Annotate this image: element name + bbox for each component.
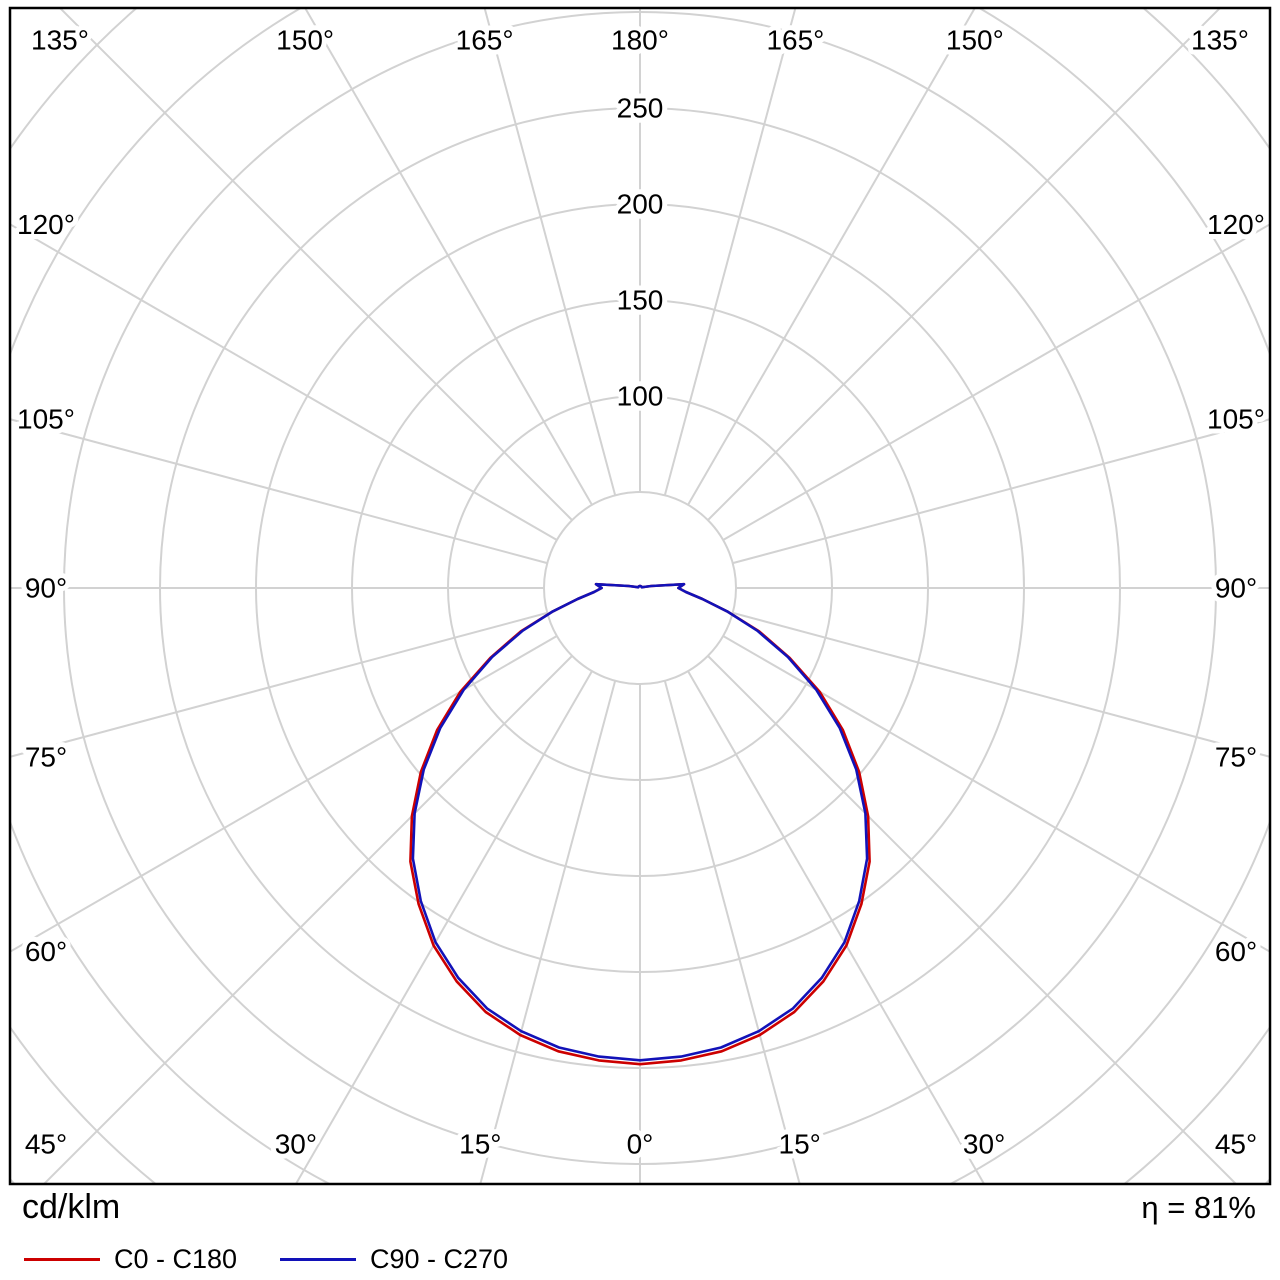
svg-text:45°: 45° [1215, 1129, 1257, 1160]
svg-text:105°: 105° [17, 404, 75, 435]
svg-text:180°: 180° [611, 25, 669, 56]
legend-label-c90-c270: C90 - C270 [370, 1243, 509, 1274]
svg-text:45°: 45° [25, 1129, 67, 1160]
svg-text:165°: 165° [456, 25, 514, 56]
svg-text:30°: 30° [275, 1129, 317, 1160]
svg-text:15°: 15° [779, 1129, 821, 1160]
svg-text:120°: 120° [1207, 209, 1265, 240]
svg-text:100: 100 [617, 381, 664, 412]
svg-text:60°: 60° [25, 936, 67, 967]
svg-text:120°: 120° [17, 209, 75, 240]
svg-text:30°: 30° [963, 1129, 1005, 1160]
svg-text:135°: 135° [31, 25, 89, 56]
svg-text:90°: 90° [25, 573, 67, 604]
efficiency-label: η = 81% [1141, 1190, 1256, 1225]
svg-text:15°: 15° [459, 1129, 501, 1160]
chart-footer: cd/klm η = 81% [0, 1188, 1280, 1232]
legend-item-c0-c180: C0 - C180 [24, 1242, 237, 1276]
polar-chart: 0° 15° 15° 30° 30° 45° 45° 60° 60° 75° 75° 90° 90° 10… [8, 6, 1272, 1186]
svg-text:150: 150 [617, 285, 664, 316]
svg-text:250: 250 [617, 93, 664, 124]
svg-text:135°: 135° [1191, 25, 1249, 56]
chart-legend: C0 - C180 C90 - C270 [0, 1242, 1280, 1280]
svg-text:75°: 75° [1215, 741, 1257, 772]
units-label: cd/klm [22, 1188, 121, 1226]
svg-text:60°: 60° [1215, 936, 1257, 967]
legend-swatch-red-line [24, 1257, 100, 1261]
legend-swatch-blue-line [280, 1257, 356, 1261]
legend-label-c0-c180: C0 - C180 [114, 1243, 238, 1274]
svg-text:0°: 0° [627, 1129, 654, 1160]
svg-text:165°: 165° [766, 25, 824, 56]
svg-text:105°: 105° [1207, 404, 1265, 435]
polar-chart-area: 0° 15° 15° 30° 30° 45° 45° 60° 60° 75° 75° 90° 90° 10… [8, 6, 1272, 1186]
svg-text:90°: 90° [1215, 573, 1257, 604]
svg-text:75°: 75° [25, 741, 67, 772]
svg-text:200: 200 [617, 189, 664, 220]
legend-item-c90-c270: C90 - C270 [280, 1242, 508, 1276]
svg-text:150°: 150° [946, 25, 1004, 56]
svg-text:150°: 150° [276, 25, 334, 56]
